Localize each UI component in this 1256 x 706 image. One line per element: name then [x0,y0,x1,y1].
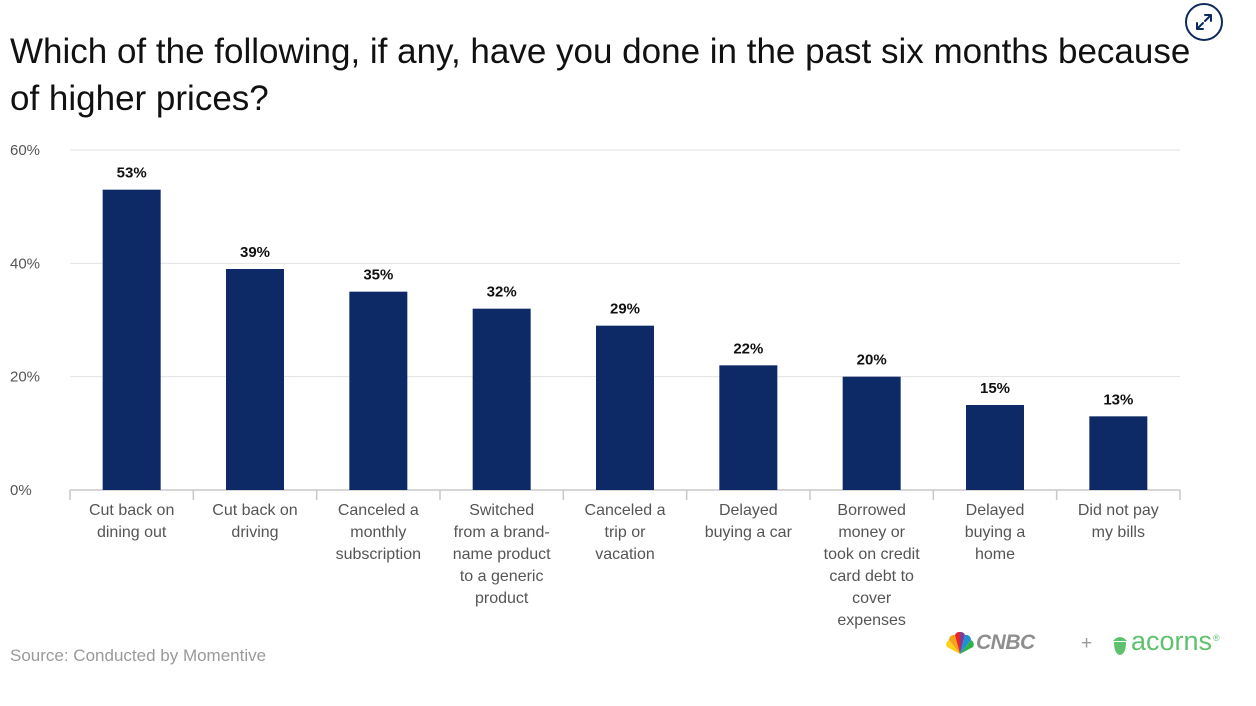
y-tick-label: 60% [10,142,40,159]
x-category-label-line: Cut back on [212,502,298,519]
logo-plus: + [1081,633,1093,654]
bar [842,376,901,490]
data-label: 39% [240,244,270,261]
x-category-label-line: monthly [350,524,407,541]
x-category-label: Canceled a trip or vacation [565,500,684,566]
expand-arrows-icon [1196,14,1212,30]
source-note: Source: Conducted by Momentive [10,646,267,665]
x-category-label-line: Cut back on [88,502,175,519]
acorn-icon [1113,637,1127,655]
x-category-label-line: product [474,590,529,607]
x-category-label: Borrowed money or took on credit card debt … [812,500,931,632]
data-label: 53% [117,165,147,182]
x-category-label-line: cover [852,590,892,607]
x-category-label: Switched from a brand-name product to a ge… [442,500,561,610]
x-category-label-line: Canceled a [584,502,666,519]
bar-chart: 0% 20% 40% 60% 53% 39% 35% 32% 29% 22% 20% 15% 13% [10,142,1181,500]
x-category-label-line: vacation [595,546,655,563]
x-category-label: Delayed buying a car [689,500,808,544]
x-category-label: Cut back on dining out [72,500,191,544]
data-label: 20% [857,352,887,369]
brand-logos: CNBC + acorns ® [946,626,1236,660]
x-category-label-line: trip or [604,524,646,541]
x-category-label-line: to a generic [459,568,544,585]
data-label: 32% [487,284,517,301]
data-label: 13% [1103,391,1133,408]
y-tick-label: 40% [10,255,40,272]
x-category-label-line: home [974,546,1015,563]
x-category-label-line: Did not pay [1077,502,1159,519]
x-category-label: Canceled a monthly subscription [319,500,438,566]
data-label: 29% [610,301,640,318]
x-category-label-line: buying a [964,524,1026,541]
x-category-label-line: Switched [469,502,535,519]
x-category-label: Delayed buying a home [935,500,1054,566]
bar [966,405,1024,490]
bar [596,325,654,490]
y-tick-label: 0% [10,482,32,499]
x-category-label-line: buying a car [704,524,792,541]
x-category-label-line: money or [838,524,906,541]
expand-button[interactable] [1185,3,1223,41]
x-category-label-line: Delayed [718,502,778,519]
x-category-label-line: took on credit [823,546,920,563]
x-category-label-line: Delayed [965,502,1025,519]
x-category-label-line: subscription [335,546,421,563]
x-category-label-line: my bills [1091,524,1145,541]
x-category-label-line: name product [452,546,551,563]
x-category-label-line: from a brand- [453,524,550,541]
data-label: 15% [980,380,1010,397]
x-category-label: Did not pay my bills [1059,500,1178,544]
bar [102,189,161,490]
bar [349,291,408,490]
bar [1089,416,1148,490]
peacock-icon [946,632,974,654]
acorns-logo-text: acorns [1131,626,1213,656]
data-label: 22% [733,340,763,357]
x-category-label-line: expenses [837,612,906,629]
cnbc-logo-text: CNBC [976,631,1035,654]
bar [719,365,778,490]
x-category-label-line: driving [231,524,279,541]
registered-mark: ® [1213,633,1220,643]
y-tick-label: 20% [10,369,40,386]
chart-title: Which of the following, if any, have you… [10,32,1191,118]
bar [472,308,531,490]
x-category-label-line: dining out [96,524,167,541]
x-category-label-line: Canceled a [337,502,419,519]
x-category-label-line: card debt to [829,568,914,585]
bar [226,269,284,490]
data-label: 35% [363,267,393,284]
x-category-label: Cut back on driving [195,500,314,544]
x-category-label-line: Borrowed [837,502,906,519]
